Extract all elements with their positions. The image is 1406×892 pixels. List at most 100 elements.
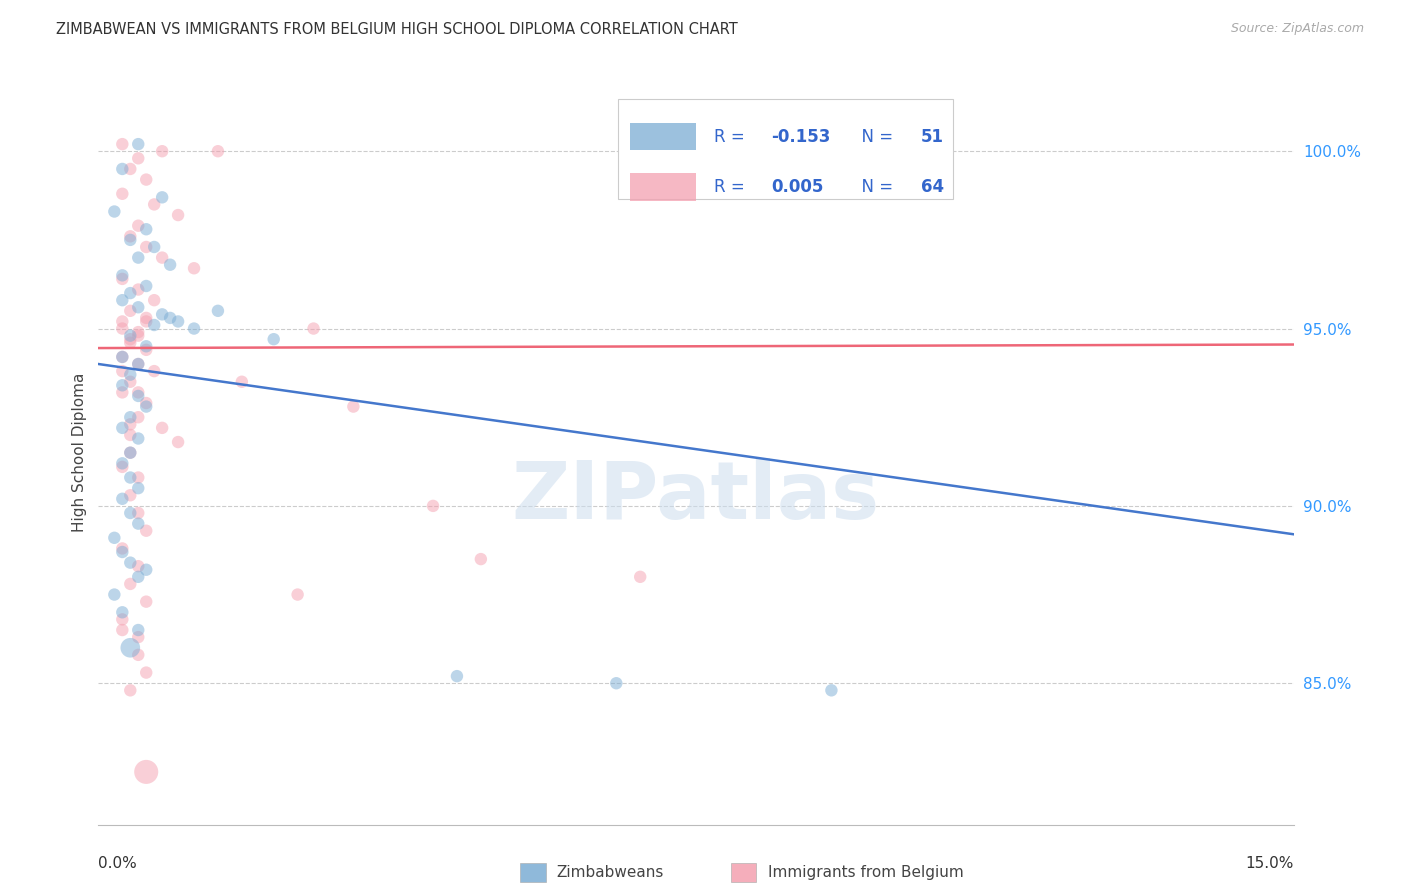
Point [111, 541, 134, 556]
Point [120, 332, 142, 346]
Point [135, 339, 157, 353]
Text: 51: 51 [921, 128, 943, 145]
Point [150, 307, 173, 321]
Point [111, 612, 134, 626]
Point [111, 459, 134, 474]
Point [120, 506, 142, 520]
Point [135, 400, 157, 414]
Point [120, 375, 142, 389]
Point [135, 279, 157, 293]
Point [342, 400, 364, 414]
Point [231, 375, 253, 389]
Point [127, 283, 149, 297]
Point [111, 161, 134, 176]
Point [120, 417, 142, 432]
Point [127, 570, 149, 584]
Point [127, 251, 149, 265]
Point [120, 328, 142, 343]
Point [111, 385, 134, 400]
Point [103, 531, 125, 545]
Point [605, 676, 627, 690]
Point [820, 683, 842, 698]
Text: 0.005: 0.005 [772, 178, 824, 196]
Point [135, 764, 157, 779]
Point [135, 343, 157, 357]
Text: -0.153: -0.153 [772, 128, 831, 145]
Point [111, 186, 134, 201]
Point [120, 229, 142, 244]
Text: 15.0%: 15.0% [1246, 855, 1294, 871]
Point [470, 552, 492, 566]
Point [120, 335, 142, 350]
Point [127, 137, 149, 152]
Point [628, 570, 651, 584]
Point [127, 151, 149, 165]
FancyBboxPatch shape [630, 173, 696, 201]
Point [150, 190, 173, 204]
Point [135, 310, 157, 325]
Point [120, 303, 142, 318]
Point [120, 577, 142, 591]
Point [446, 669, 468, 683]
Point [120, 161, 142, 176]
Point [302, 321, 325, 335]
Point [111, 321, 134, 335]
Text: 64: 64 [921, 178, 943, 196]
Point [127, 219, 149, 233]
FancyBboxPatch shape [630, 123, 696, 151]
Point [120, 470, 142, 484]
Point [111, 623, 134, 637]
Point [127, 357, 149, 371]
Point [111, 456, 134, 470]
Point [150, 251, 173, 265]
Point [103, 588, 125, 602]
Point [127, 470, 149, 484]
Point [135, 314, 157, 328]
Point [183, 321, 205, 335]
Point [120, 683, 142, 698]
Point [127, 389, 149, 403]
Point [127, 325, 149, 339]
Point [150, 145, 173, 159]
Point [263, 332, 285, 346]
Point [111, 545, 134, 559]
Point [111, 268, 134, 283]
Point [111, 378, 134, 392]
Point [143, 197, 166, 211]
Text: Immigrants from Belgium: Immigrants from Belgium [768, 865, 963, 880]
Point [120, 286, 142, 301]
Point [127, 385, 149, 400]
Point [127, 623, 149, 637]
FancyBboxPatch shape [619, 99, 953, 200]
Point [111, 421, 134, 435]
Point [135, 396, 157, 410]
Point [207, 303, 229, 318]
Point [111, 605, 134, 619]
Point [135, 240, 157, 254]
Point [159, 258, 181, 272]
Text: N =: N = [852, 178, 898, 196]
Text: ZIPatlas: ZIPatlas [512, 458, 880, 536]
Point [111, 364, 134, 378]
Point [111, 491, 134, 506]
Point [111, 350, 134, 364]
Point [127, 300, 149, 314]
Point [135, 172, 157, 186]
Point [135, 665, 157, 680]
Y-axis label: High School Diploma: High School Diploma [72, 373, 87, 533]
Point [111, 293, 134, 308]
Point [135, 222, 157, 236]
Point [127, 506, 149, 520]
Point [167, 314, 190, 328]
Text: 0.0%: 0.0% [98, 855, 138, 871]
Point [120, 368, 142, 382]
Point [120, 446, 142, 460]
Point [120, 640, 142, 655]
Point [120, 446, 142, 460]
Point [167, 435, 190, 450]
Point [111, 272, 134, 286]
Point [159, 310, 181, 325]
Point [422, 499, 444, 513]
Point [127, 630, 149, 644]
Point [287, 588, 309, 602]
